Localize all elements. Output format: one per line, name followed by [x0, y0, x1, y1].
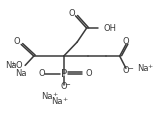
Text: Na: Na — [15, 69, 27, 78]
Text: O: O — [16, 61, 22, 70]
Text: O: O — [86, 69, 92, 78]
Text: O: O — [123, 66, 129, 75]
Text: Na: Na — [41, 92, 53, 101]
Text: O: O — [14, 37, 21, 46]
Text: +: + — [52, 92, 58, 97]
Text: Na: Na — [138, 64, 149, 73]
Text: OH: OH — [103, 24, 116, 33]
Text: P: P — [61, 69, 67, 79]
Text: +: + — [148, 64, 153, 69]
Text: O: O — [123, 37, 129, 46]
Text: +: + — [10, 61, 15, 66]
Text: Na: Na — [5, 61, 17, 70]
Text: Na: Na — [51, 97, 62, 106]
Text: −: − — [128, 66, 133, 72]
Text: O: O — [38, 69, 45, 78]
Text: +: + — [62, 97, 67, 102]
Text: O: O — [60, 82, 67, 91]
Text: −: − — [65, 82, 71, 88]
Text: O: O — [68, 9, 75, 18]
